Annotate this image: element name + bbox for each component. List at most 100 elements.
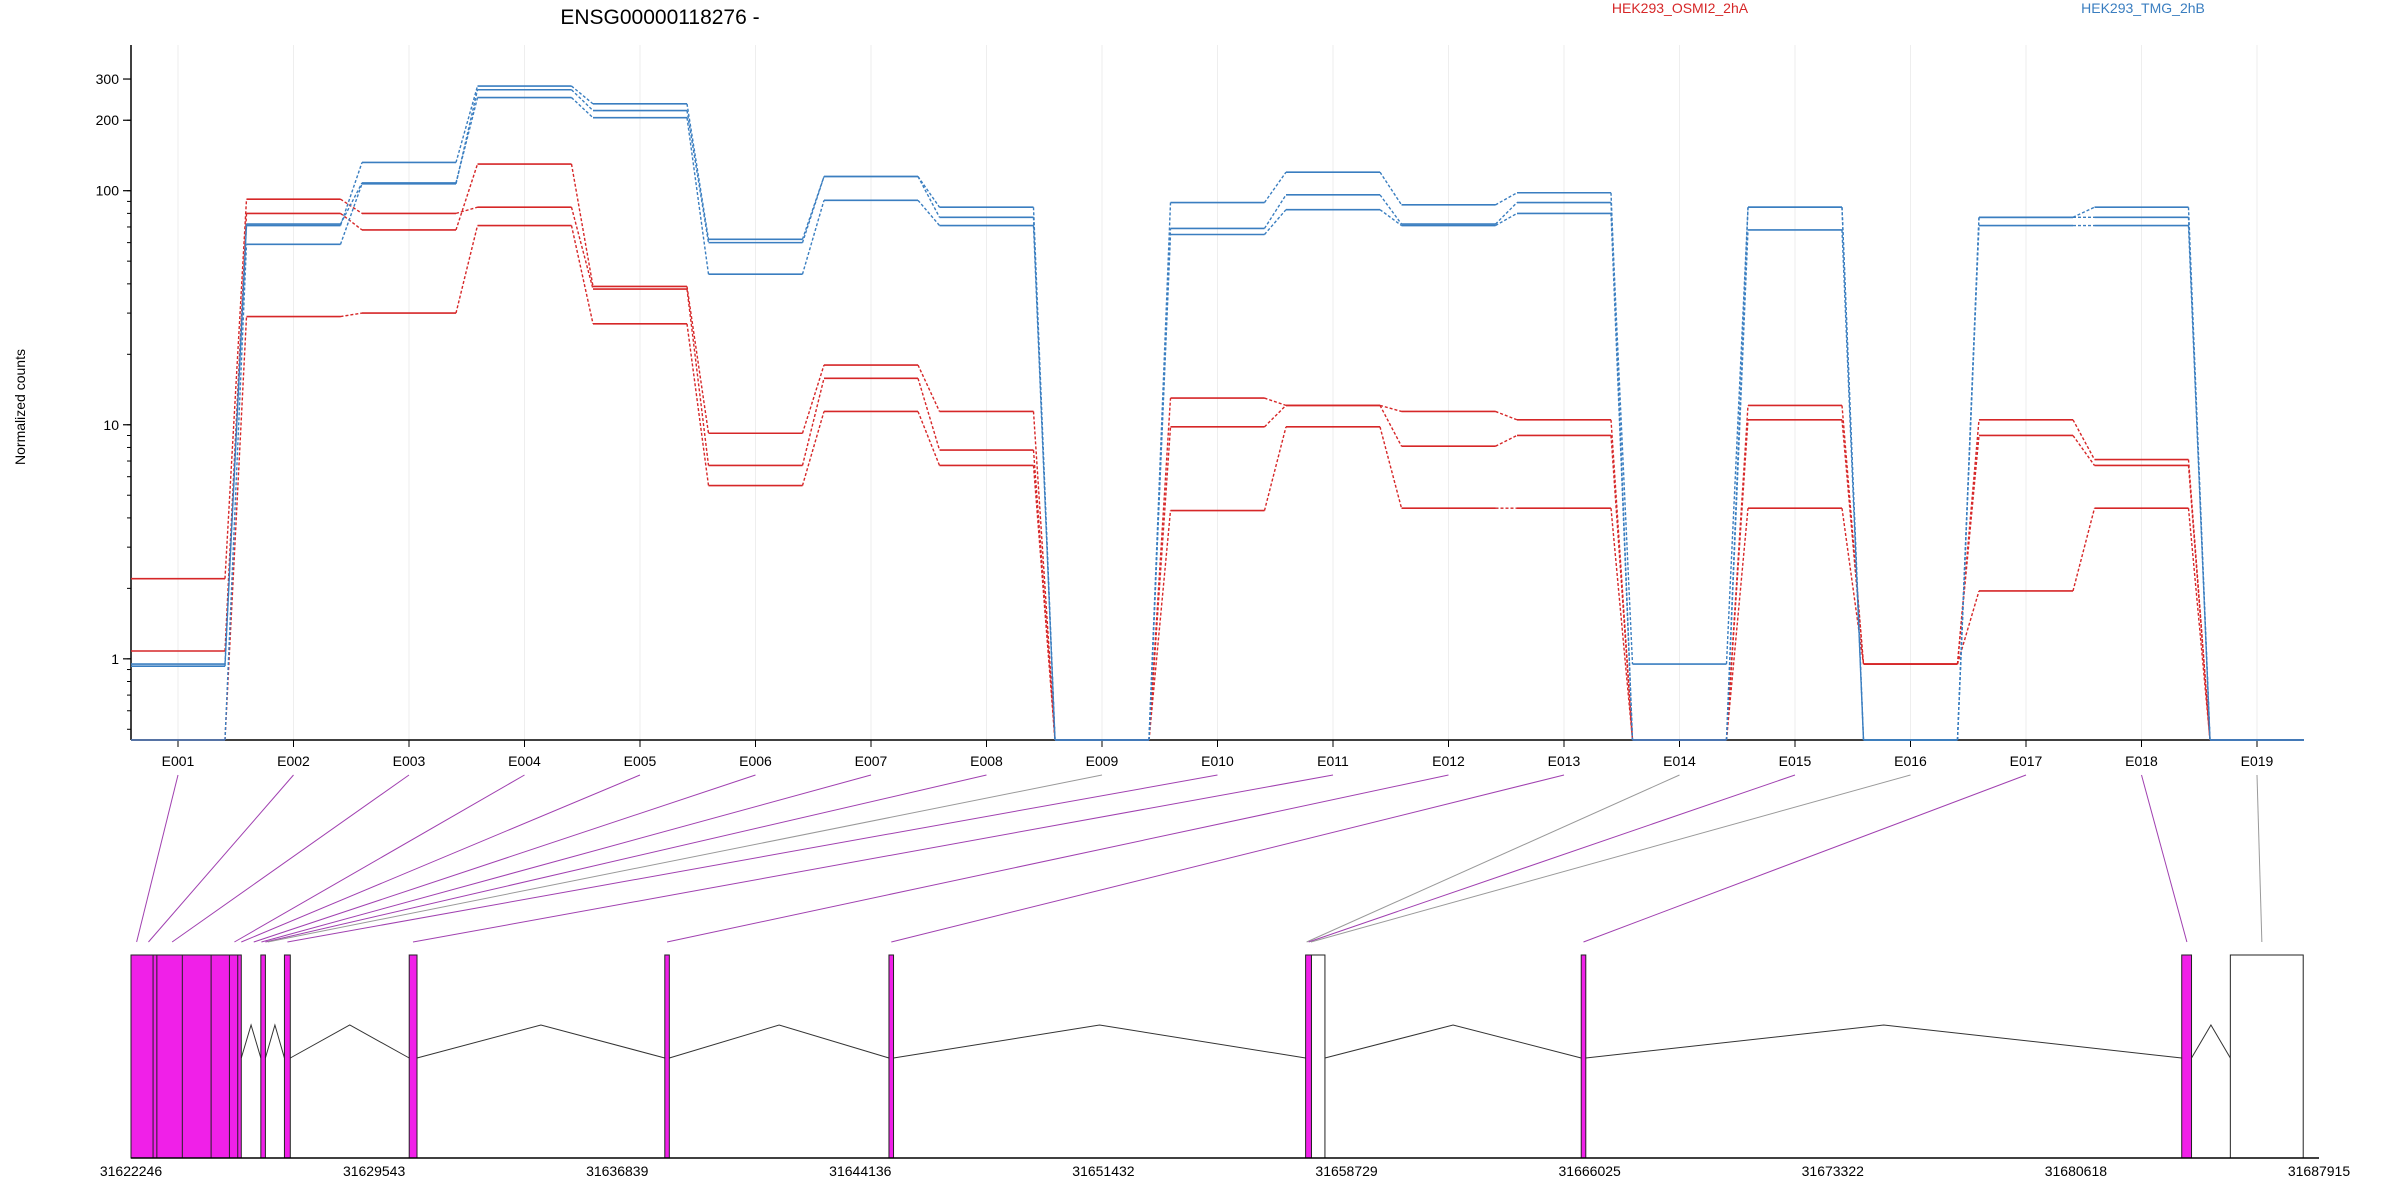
series-2-link bbox=[2187, 465, 2211, 741]
series-6-link bbox=[339, 182, 363, 225]
exon-block-highlighted bbox=[664, 954, 670, 1159]
series-1-link bbox=[1264, 397, 1287, 407]
series-3-link bbox=[1725, 508, 1749, 741]
series-2-link bbox=[340, 198, 363, 214]
exon-block-highlighted bbox=[2181, 954, 2193, 1159]
chart-title: ENSG00000118276 - bbox=[560, 6, 759, 29]
genomic-tick-label: 31622246 bbox=[100, 1163, 163, 1179]
series-5-link bbox=[1841, 207, 1865, 741]
intron bbox=[2191, 1024, 2231, 1059]
series-3-link bbox=[2187, 508, 2211, 741]
x-tick-label-E013: E013 bbox=[1548, 753, 1581, 769]
x-tick-label-E016: E016 bbox=[1894, 753, 1927, 769]
series-2-link bbox=[1379, 405, 1403, 447]
genomic-tick-label: 31636839 bbox=[586, 1163, 649, 1179]
intron bbox=[416, 1024, 665, 1059]
exon-block-highlighted bbox=[130, 954, 242, 1159]
genomic-axis-layer: 31622246 31629543 31636839 31644136 31651432… bbox=[100, 1157, 2350, 1179]
series-1-link bbox=[570, 163, 594, 287]
series-6-link bbox=[1610, 213, 1634, 741]
intron bbox=[1585, 1024, 2182, 1059]
y-tick-label: 300 bbox=[96, 71, 120, 87]
genomic-tick-label: 31673322 bbox=[1802, 1163, 1865, 1179]
series-6-link bbox=[1032, 225, 1056, 741]
series-2-link bbox=[1956, 435, 1980, 665]
connector-E012 bbox=[666, 774, 1449, 943]
series-6-link bbox=[1148, 234, 1172, 741]
series-layer bbox=[131, 85, 2304, 741]
series-3-link bbox=[455, 225, 479, 314]
intron bbox=[264, 1023, 285, 1059]
x-tick-label-E017: E017 bbox=[2010, 753, 2043, 769]
series-4-link bbox=[686, 103, 710, 240]
intron bbox=[290, 1024, 410, 1059]
series-6 bbox=[131, 96, 2304, 741]
series-2-link bbox=[2072, 435, 2096, 466]
series-4-link bbox=[455, 85, 479, 163]
x-tick-label-E008: E008 bbox=[970, 753, 1003, 769]
connector-E002 bbox=[148, 774, 294, 943]
series-1-link bbox=[917, 364, 941, 412]
x-tick-label-E004: E004 bbox=[508, 753, 541, 769]
x-tick-label-E010: E010 bbox=[1201, 753, 1234, 769]
series-5-link bbox=[686, 110, 710, 243]
series-3-link bbox=[1263, 426, 1287, 511]
series-1-link bbox=[1495, 410, 1518, 421]
series-6-link bbox=[1263, 209, 1287, 235]
series-3-link bbox=[686, 323, 710, 486]
connector-E007 bbox=[261, 774, 872, 943]
exon-block-highlighted bbox=[888, 954, 895, 1159]
series-2-link bbox=[1610, 435, 1634, 741]
exon-block-highlighted bbox=[1305, 954, 1312, 1159]
genomic-tick-label: 31629543 bbox=[343, 1163, 406, 1179]
intron bbox=[240, 1023, 262, 1059]
series-5-link bbox=[455, 89, 479, 184]
x-tick-label-E018: E018 bbox=[2125, 753, 2158, 769]
series-3-link bbox=[570, 225, 594, 324]
series-1-link bbox=[1379, 404, 1402, 413]
series-2-link bbox=[1841, 419, 1865, 665]
series-3-link bbox=[340, 312, 363, 318]
x-tick-label-E006: E006 bbox=[739, 753, 772, 769]
series-6-link bbox=[1379, 209, 1402, 227]
legend-entry-tmg: HEK293_TMG_2hB bbox=[2081, 0, 2205, 16]
series-3-link bbox=[801, 411, 825, 486]
series-5-link bbox=[917, 176, 941, 218]
x-tick-label-E009: E009 bbox=[1086, 753, 1119, 769]
series-2-link bbox=[455, 206, 478, 215]
exon-block-highlighted bbox=[283, 954, 291, 1159]
x-tick-label-E015: E015 bbox=[1779, 753, 1812, 769]
series-4-link bbox=[339, 162, 363, 226]
connector-E018 bbox=[2141, 774, 2188, 943]
series-5-link bbox=[801, 176, 825, 243]
genomic-tick-label: 31658729 bbox=[1315, 1163, 1378, 1179]
y-tick-label: 200 bbox=[96, 112, 120, 128]
y-axis-label: Normalized counts bbox=[12, 349, 28, 465]
series-2-link bbox=[1148, 426, 1172, 741]
exon-block-highlighted bbox=[260, 954, 266, 1159]
axes-layer: 1 10 100 200 300 E001 E002 E003 E004 E005 E006 E007… bbox=[96, 45, 2300, 769]
series-2-link bbox=[1264, 404, 1287, 428]
series-1-link bbox=[340, 212, 363, 231]
series-5-link bbox=[339, 183, 363, 245]
series-1-link bbox=[686, 286, 710, 434]
series-3-link bbox=[1148, 510, 1172, 741]
connector-layer bbox=[136, 774, 2263, 943]
y-tick-label: 10 bbox=[103, 417, 119, 433]
series-6-link bbox=[917, 199, 941, 226]
connector-E004 bbox=[234, 774, 525, 943]
series-6-link bbox=[224, 224, 248, 667]
connector-E006 bbox=[253, 774, 756, 943]
series-5-link bbox=[1495, 202, 1518, 225]
connector-E019 bbox=[2256, 774, 2263, 943]
series-2-link bbox=[570, 207, 594, 290]
connector-E011 bbox=[412, 774, 1334, 943]
series-3-link bbox=[1379, 426, 1403, 509]
connector-E014 bbox=[1306, 774, 1680, 943]
connector-E005 bbox=[241, 774, 641, 943]
genomic-tick-label: 31666025 bbox=[1559, 1163, 1622, 1179]
x-tick-label-E005: E005 bbox=[624, 753, 657, 769]
series-6-link bbox=[801, 200, 825, 275]
series-3-link bbox=[1032, 465, 1056, 741]
